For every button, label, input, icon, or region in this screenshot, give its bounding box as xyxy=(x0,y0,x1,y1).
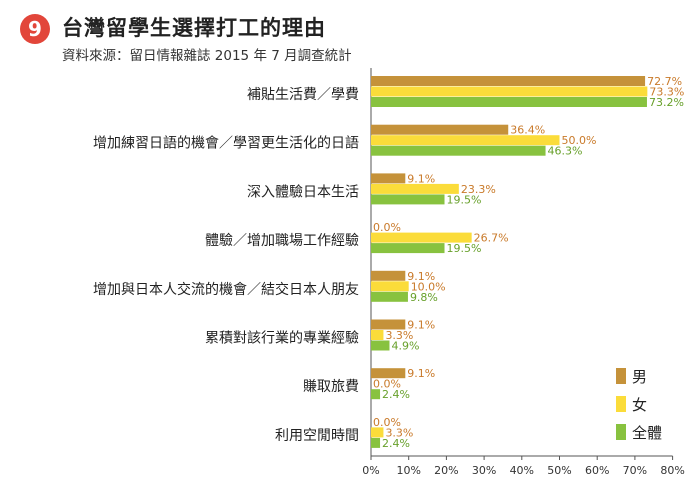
x-tick-label: 80% xyxy=(660,464,684,477)
data-label: 73.2% xyxy=(649,96,684,109)
data-label: 9.1% xyxy=(407,319,435,332)
bar xyxy=(371,243,445,254)
x-tick-label: 50% xyxy=(547,464,571,477)
data-label: 19.5% xyxy=(447,242,482,255)
category-label: 增加與日本人交流的機會／結交日本人朋友 xyxy=(93,281,359,298)
category-label: 深入體驗日本生活 xyxy=(247,184,359,200)
bar xyxy=(371,340,390,351)
bar xyxy=(371,135,560,146)
x-tick-label: 40% xyxy=(510,464,534,477)
bar xyxy=(371,389,381,400)
data-label: 0.0% xyxy=(373,378,401,391)
bar xyxy=(371,183,459,194)
data-label: 72.7% xyxy=(647,75,682,88)
legend-swatch xyxy=(616,368,626,384)
bar xyxy=(371,124,509,135)
data-label: 36.4% xyxy=(510,124,545,137)
data-label: 50.0% xyxy=(562,134,597,147)
data-label: 9.8% xyxy=(410,291,438,304)
x-tick-label: 30% xyxy=(472,464,496,477)
category-label: 賺取旅費 xyxy=(303,379,359,395)
category-label: 累積對該行業的專業經驗 xyxy=(205,331,359,347)
bar xyxy=(371,97,647,107)
bar xyxy=(371,76,646,86)
bar xyxy=(371,194,445,205)
data-label: 23.3% xyxy=(461,183,496,196)
data-label: 0.0% xyxy=(373,221,401,234)
data-label: 9.1% xyxy=(407,270,435,283)
chart-title: 台灣留學生選擇打工的理由 xyxy=(62,16,326,40)
bar xyxy=(371,368,406,379)
data-label: 0.0% xyxy=(373,416,401,429)
data-label: 3.3% xyxy=(385,426,413,439)
legend-label: 全體 xyxy=(632,424,662,442)
category-label: 增加練習日語的機會／學習更生活化的日語 xyxy=(93,136,359,152)
x-tick-label: 60% xyxy=(585,464,609,477)
data-label: 9.1% xyxy=(407,367,435,380)
data-label: 2.4% xyxy=(382,388,410,401)
legend-label: 女 xyxy=(632,396,647,414)
x-tick-label: 20% xyxy=(434,464,458,477)
data-label: 19.5% xyxy=(447,193,482,206)
bar xyxy=(371,437,381,448)
bar xyxy=(371,86,648,97)
x-tick-label: 10% xyxy=(396,464,420,477)
data-label: 26.7% xyxy=(474,232,509,245)
x-tick-label: 0% xyxy=(362,464,379,477)
chart-header: 9 台灣留學生選擇打工的理由 資料來源：留日情報雜誌 2015 年 7 月調查統… xyxy=(14,8,694,64)
bar xyxy=(371,270,406,281)
data-label: 73.3% xyxy=(649,86,684,99)
legend-swatch xyxy=(616,396,626,412)
x-tick-label: 70% xyxy=(623,464,647,477)
data-label: 10.0% xyxy=(411,280,446,293)
category-label: 利用空閒時間 xyxy=(275,428,359,444)
data-label: 9.1% xyxy=(407,172,435,185)
data-label: 3.3% xyxy=(385,329,413,342)
data-label: 4.9% xyxy=(391,340,419,353)
bar xyxy=(371,330,384,340)
chart-number-badge: 9 xyxy=(20,14,50,44)
bar xyxy=(371,291,408,302)
bar xyxy=(371,232,472,243)
bar xyxy=(371,173,406,184)
data-label: 2.4% xyxy=(382,437,410,450)
legend-swatch xyxy=(616,424,626,440)
data-label: 46.3% xyxy=(548,145,583,158)
category-label: 補貼生活費／學費 xyxy=(247,87,359,103)
chart-subtitle: 資料來源：留日情報雜誌 2015 年 7 月調查統計 xyxy=(62,48,352,64)
bar xyxy=(371,145,546,156)
bar xyxy=(371,427,384,438)
bar xyxy=(371,281,409,292)
bar xyxy=(371,319,406,330)
legend-label: 男 xyxy=(632,368,647,386)
category-label: 體驗／增加職場工作經驗 xyxy=(205,233,359,249)
